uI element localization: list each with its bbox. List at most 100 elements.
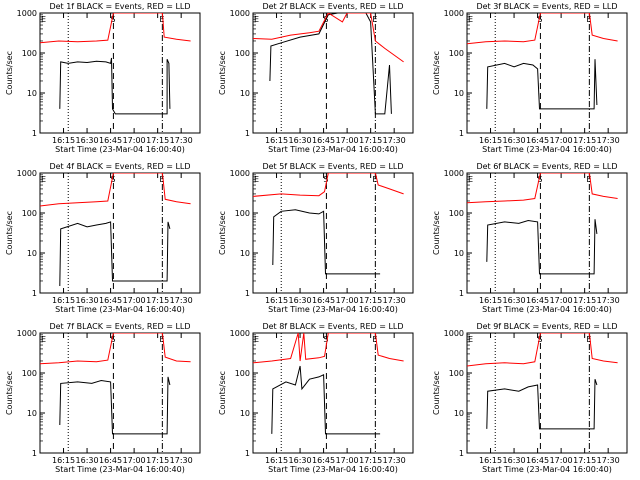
chart-panel-6: Det 6f BLACK = Events, RED = LLD 1 10 100 10… xyxy=(432,162,628,314)
x-tick-label: 16:15 xyxy=(52,296,75,305)
chart-title: Det 5f BLACK = Events, RED = LLD xyxy=(262,162,403,171)
event-marker-e: E xyxy=(254,175,259,184)
x-tick-label: 16:30 xyxy=(76,136,99,145)
x-tick-label: 17:30 xyxy=(383,456,406,465)
chart-title: Det 9f BLACK = Events, RED = LLD xyxy=(476,322,617,331)
event-marker-s: S xyxy=(110,335,115,344)
x-tick-label: 16:15 xyxy=(265,456,288,465)
y-tick-label: 10 xyxy=(454,89,464,98)
y-tick-label: 10 xyxy=(27,409,37,418)
chart-panel-4: Det 4f BLACK = Events, RED = LLD 1 10 100 10… xyxy=(5,162,201,314)
chart-panel-8: Det 8f BLACK = Events, RED = LLD 1 10 100 10… xyxy=(218,322,414,474)
y-tick-label: 1000 xyxy=(230,169,250,178)
event-marker-e: E xyxy=(468,335,473,344)
event-marker-e: E xyxy=(372,335,377,344)
x-tick-label: 16:30 xyxy=(76,456,99,465)
chart-title: Det 8f BLACK = Events, RED = LLD xyxy=(262,322,403,331)
y-tick-label: 1000 xyxy=(17,329,37,338)
plot-frame xyxy=(466,172,628,294)
x-tick-label: 17:30 xyxy=(383,296,406,305)
x-tick-label: 17:30 xyxy=(170,296,193,305)
x-tick-label: 17:30 xyxy=(383,136,406,145)
series-line-red xyxy=(467,13,618,45)
chart-panel-9: Det 9f BLACK = Events, RED = LLD 1 10 100 10… xyxy=(432,322,628,474)
series-line-black xyxy=(59,221,171,287)
x-tick-label: 17:30 xyxy=(170,456,193,465)
x-tick-label: 16:45 xyxy=(99,136,122,145)
x-tick-label: 17:15 xyxy=(573,296,596,305)
x-tick-label: 16:15 xyxy=(479,136,502,145)
series-line-red xyxy=(467,173,618,204)
x-tick-label: 17:15 xyxy=(573,456,596,465)
series-line-black xyxy=(486,219,598,275)
event-marker-e: E xyxy=(586,335,591,344)
y-axis-label: Counts/sec xyxy=(432,211,441,255)
chart-title: Det 3f BLACK = Events, RED = LLD xyxy=(476,2,617,11)
x-axis-label: Start Time (23-Mar-04 16:00:40) xyxy=(268,305,398,314)
event-marker-s: S xyxy=(110,15,115,24)
chart-panel-2: Det 2f BLACK = Events, RED = LLD 1 10 100 10… xyxy=(218,2,414,154)
plot-frame xyxy=(39,332,201,454)
y-axis-label: Counts/sec xyxy=(218,211,227,255)
event-marker-s: S xyxy=(537,175,542,184)
y-tick-label: 100 xyxy=(449,49,464,58)
y-axis-label: Counts/sec xyxy=(5,51,14,95)
plot-frame xyxy=(252,172,414,294)
x-axis-label: Start Time (23-Mar-04 16:00:40) xyxy=(55,465,185,474)
x-axis-label: Start Time (23-Mar-04 16:00:40) xyxy=(268,145,398,154)
y-tick-label: 100 xyxy=(449,209,464,218)
y-tick-label: 1 xyxy=(32,449,37,458)
plot-frame xyxy=(252,12,414,134)
x-tick-label: 17:15 xyxy=(359,296,382,305)
plot-frame xyxy=(39,12,201,134)
x-tick-label: 16:30 xyxy=(289,296,312,305)
x-tick-label: 17:30 xyxy=(597,136,620,145)
plot-frame xyxy=(39,172,201,294)
x-tick-label: 16:45 xyxy=(99,456,122,465)
y-tick-label: 1000 xyxy=(444,9,464,18)
x-tick-label: 17:30 xyxy=(597,456,620,465)
y-tick-label: 1 xyxy=(32,129,37,138)
x-tick-label: 17:00 xyxy=(336,456,359,465)
x-axis-label: Start Time (23-Mar-04 16:00:40) xyxy=(55,305,185,314)
series-line-red xyxy=(253,13,404,63)
event-marker-e: E xyxy=(41,15,46,24)
x-tick-label: 16:15 xyxy=(265,136,288,145)
x-axis-label: Start Time (23-Mar-04 16:00:40) xyxy=(482,305,612,314)
chart-panel-7: Det 7f BLACK = Events, RED = LLD 1 10 100 10… xyxy=(5,322,201,474)
x-tick-label: 17:30 xyxy=(170,136,193,145)
y-tick-label: 1 xyxy=(245,449,250,458)
x-tick-label: 16:15 xyxy=(479,296,502,305)
x-tick-label: 16:45 xyxy=(99,296,122,305)
y-tick-label: 100 xyxy=(449,369,464,378)
y-tick-label: 100 xyxy=(22,369,37,378)
event-marker-e: E xyxy=(254,15,259,24)
event-marker-s: S xyxy=(537,335,542,344)
x-tick-label: 16:45 xyxy=(526,136,549,145)
series-line-red xyxy=(40,333,191,365)
x-tick-label: 16:15 xyxy=(265,296,288,305)
x-tick-label: 16:30 xyxy=(503,456,526,465)
y-tick-label: 1 xyxy=(245,129,250,138)
event-marker-e: E xyxy=(254,335,259,344)
y-tick-label: 100 xyxy=(22,209,37,218)
y-axis-label: Counts/sec xyxy=(218,51,227,95)
y-tick-label: 100 xyxy=(235,369,250,378)
y-tick-label: 1 xyxy=(32,289,37,298)
chart-panel-3: Det 3f BLACK = Events, RED = LLD 1 10 100 10… xyxy=(432,2,628,154)
x-tick-label: 17:00 xyxy=(550,456,573,465)
x-tick-label: 16:45 xyxy=(312,296,335,305)
event-marker-e: E xyxy=(159,15,164,24)
event-marker-e: E xyxy=(159,335,164,344)
y-axis-label: Counts/sec xyxy=(432,51,441,95)
x-tick-label: 17:15 xyxy=(146,296,169,305)
chart-title: Det 6f BLACK = Events, RED = LLD xyxy=(476,162,617,171)
x-tick-label: 17:00 xyxy=(123,456,146,465)
y-tick-label: 1000 xyxy=(444,169,464,178)
x-axis-label: Start Time (23-Mar-04 16:00:40) xyxy=(482,465,612,474)
series-line-black xyxy=(59,376,171,435)
x-tick-label: 16:30 xyxy=(503,296,526,305)
series-line-red xyxy=(253,333,404,364)
series-line-red xyxy=(467,333,618,367)
x-tick-label: 17:00 xyxy=(123,136,146,145)
